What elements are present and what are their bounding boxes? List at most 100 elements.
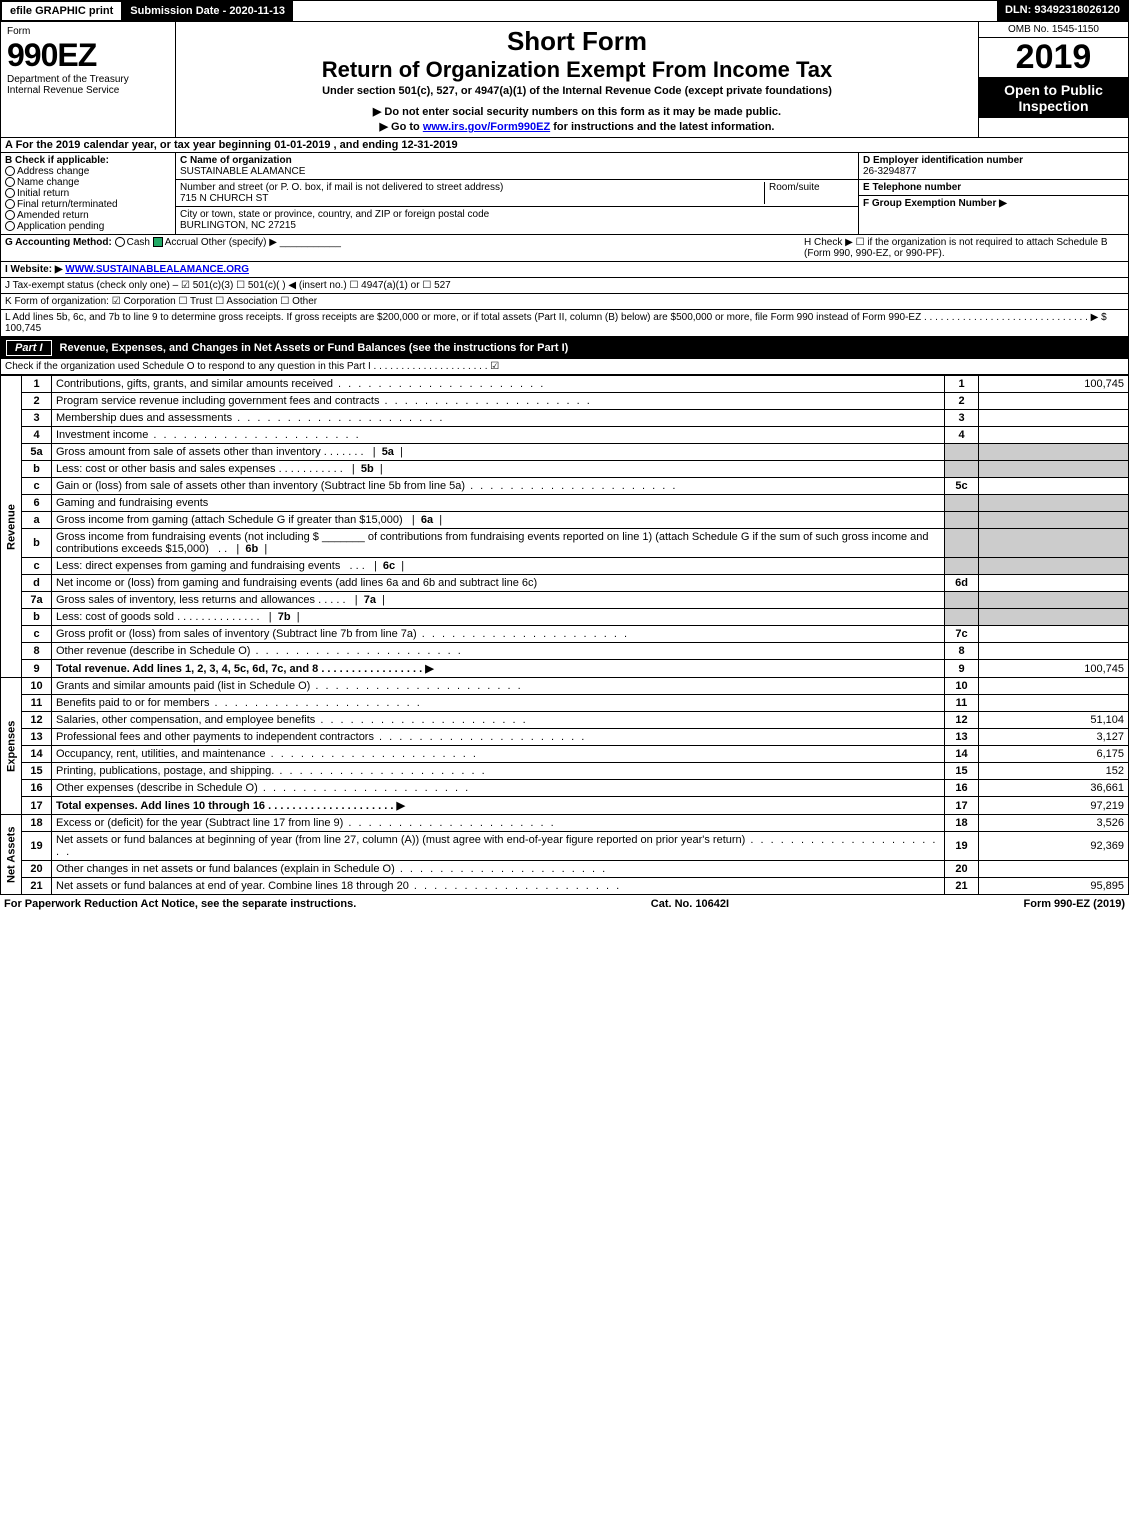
line-19-amt: 92,369 (979, 832, 1129, 861)
line-4-amt (979, 427, 1129, 444)
submission-date-button[interactable]: Submission Date - 2020-11-13 (122, 1, 294, 21)
c-name-label: C Name of organization (180, 155, 854, 166)
chk-initial-return[interactable]: Initial return (5, 188, 171, 199)
line-15-num: 15 (22, 763, 52, 780)
website-label: I Website: ▶ (5, 264, 63, 275)
line-7c-desc: Gross profit or (loss) from sales of inv… (52, 626, 945, 643)
efile-print-button[interactable]: efile GRAPHIC print (1, 1, 122, 21)
line-7b-desc: Less: cost of goods sold . . . . . . . .… (52, 609, 945, 626)
line-21-num: 21 (22, 878, 52, 895)
line-6c-amt (979, 558, 1129, 575)
row-g-h: G Accounting Method: Cash Accrual Other … (0, 235, 1129, 262)
line-8-rnum: 8 (945, 643, 979, 660)
line-6a-num: a (22, 512, 52, 529)
line-5c-num: c (22, 478, 52, 495)
line-9-rnum: 9 (945, 660, 979, 678)
row-l-gross-receipts: L Add lines 5b, 6c, and 7b to line 9 to … (0, 310, 1129, 337)
return-title: Return of Organization Exempt From Incom… (182, 57, 972, 83)
chk-name-change[interactable]: Name change (5, 177, 171, 188)
cash-label: Cash (127, 237, 150, 248)
line-8-amt (979, 643, 1129, 660)
line-6-amt (979, 495, 1129, 512)
line-6b-amt (979, 529, 1129, 558)
footer-left: For Paperwork Reduction Act Notice, see … (4, 898, 356, 910)
line-7c-rnum: 7c (945, 626, 979, 643)
dln-label: DLN: 93492318026120 (997, 1, 1128, 21)
row-k-form-org: K Form of organization: ☑ Corporation ☐ … (0, 294, 1129, 310)
f-group-exemption: F Group Exemption Number ▶ (859, 196, 1128, 211)
line-6a-desc: Gross income from gaming (attach Schedul… (52, 512, 945, 529)
line-1-desc: Contributions, gifts, grants, and simila… (52, 376, 945, 393)
line-12-amt: 51,104 (979, 712, 1129, 729)
footer-catno: Cat. No. 10642I (651, 898, 729, 910)
line-20-amt (979, 861, 1129, 878)
chk-cash[interactable] (115, 237, 125, 247)
chk-address-change[interactable]: Address change (5, 166, 171, 177)
line-9-desc: Total revenue. Add lines 1, 2, 3, 4, 5c,… (52, 660, 945, 678)
line-11-desc: Benefits paid to or for members (52, 695, 945, 712)
line-21-rnum: 21 (945, 878, 979, 895)
line-5c-desc: Gain or (loss) from sale of assets other… (52, 478, 945, 495)
line-12-num: 12 (22, 712, 52, 729)
line-6-desc: Gaming and fundraising events (52, 495, 945, 512)
line-3-amt (979, 410, 1129, 427)
line-14-num: 14 (22, 746, 52, 763)
line-12-rnum: 12 (945, 712, 979, 729)
line-6d-amt (979, 575, 1129, 592)
line-5b-desc: Less: cost or other basis and sales expe… (52, 461, 945, 478)
line-6b-num: b (22, 529, 52, 558)
line-4-num: 4 (22, 427, 52, 444)
goto-suffix: for instructions and the latest informat… (550, 121, 774, 133)
irs-link[interactable]: www.irs.gov/Form990EZ (423, 121, 550, 133)
street-label: Number and street (or P. O. box, if mail… (180, 182, 764, 193)
line-1-rnum: 1 (945, 376, 979, 393)
line-13-desc: Professional fees and other payments to … (52, 729, 945, 746)
line-2-amt (979, 393, 1129, 410)
line-6-rnum (945, 495, 979, 512)
line-21-amt: 95,895 (979, 878, 1129, 895)
line-7a-amt (979, 592, 1129, 609)
street-value: 715 N CHURCH ST (180, 193, 764, 204)
line-2-num: 2 (22, 393, 52, 410)
line-14-desc: Occupancy, rent, utilities, and maintena… (52, 746, 945, 763)
subtitle-1: Under section 501(c), 527, or 4947(a)(1)… (182, 85, 972, 97)
chk-amended-return[interactable]: Amended return (5, 210, 171, 221)
line-17-rnum: 17 (945, 797, 979, 815)
accrual-label: Accrual (165, 237, 198, 248)
box-d-e-f: D Employer identification number 26-3294… (858, 153, 1128, 234)
line-9-num: 9 (22, 660, 52, 678)
line-7a-rnum (945, 592, 979, 609)
goto-prefix: ▶ Go to (380, 121, 423, 133)
line-16-desc: Other expenses (describe in Schedule O) (52, 780, 945, 797)
line-10-rnum: 10 (945, 678, 979, 695)
chk-final-return[interactable]: Final return/terminated (5, 199, 171, 210)
line-5a-num: 5a (22, 444, 52, 461)
d-ein-label: D Employer identification number (863, 155, 1124, 166)
line-6b-desc: Gross income from fundraising events (no… (52, 529, 945, 558)
chk-accrual[interactable] (153, 237, 163, 247)
line-5a-rnum (945, 444, 979, 461)
row-i-website: I Website: ▶ WWW.SUSTAINABLEALAMANCE.ORG (0, 262, 1129, 278)
line-6b-rnum (945, 529, 979, 558)
line-10-amt (979, 678, 1129, 695)
line-2-rnum: 2 (945, 393, 979, 410)
dept-treasury: Department of the Treasury (7, 74, 169, 85)
chk-application-pending[interactable]: Application pending (5, 221, 171, 232)
form-word: Form (7, 26, 169, 37)
line-18-desc: Excess or (deficit) for the year (Subtra… (52, 815, 945, 832)
line-7c-amt (979, 626, 1129, 643)
form-number: 990EZ (7, 37, 169, 74)
box-b: B Check if applicable: Address change Na… (1, 153, 176, 234)
line-18-num: 18 (22, 815, 52, 832)
line-5c-amt (979, 478, 1129, 495)
top-bar: efile GRAPHIC print Submission Date - 20… (0, 0, 1129, 22)
line-4-desc: Investment income (52, 427, 945, 444)
line-10-desc: Grants and similar amounts paid (list in… (52, 678, 945, 695)
revenue-section-label: Revenue (1, 376, 22, 678)
line-8-desc: Other revenue (describe in Schedule O) (52, 643, 945, 660)
line-7b-rnum (945, 609, 979, 626)
website-link[interactable]: WWW.SUSTAINABLEALAMANCE.ORG (65, 264, 249, 275)
line-13-num: 13 (22, 729, 52, 746)
line-18-rnum: 18 (945, 815, 979, 832)
part-i-title: Revenue, Expenses, and Changes in Net As… (60, 342, 569, 354)
